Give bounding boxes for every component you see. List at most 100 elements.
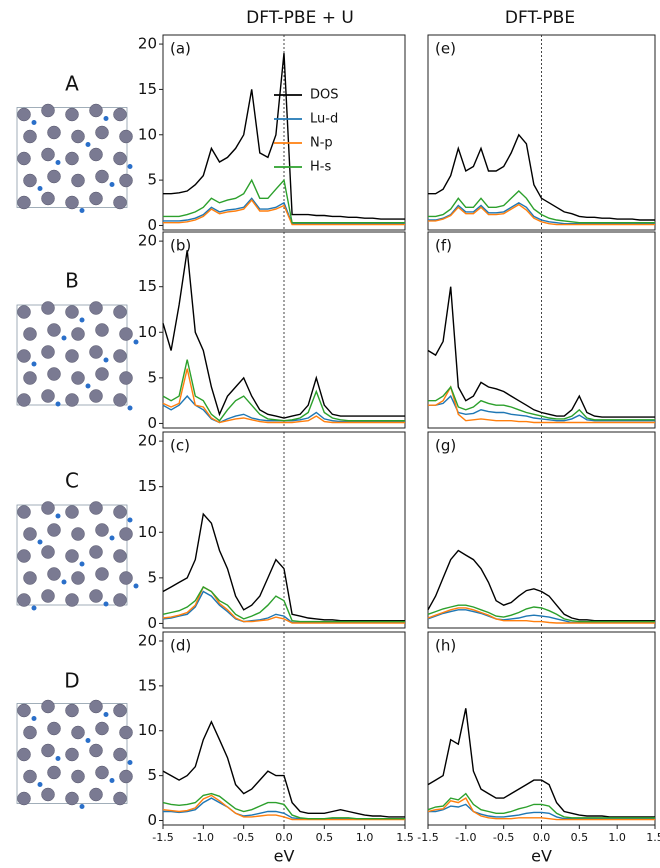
column-title: DFT-PBE + U xyxy=(246,8,354,28)
atom-n xyxy=(38,540,43,545)
atom-lu xyxy=(90,148,103,161)
atom-lu xyxy=(114,550,127,563)
x-tick-label: -1.0 xyxy=(193,831,214,844)
atom-n xyxy=(128,518,133,523)
atom-lu xyxy=(72,328,85,341)
atom-lu xyxy=(18,196,31,209)
structure-label: B xyxy=(65,269,79,293)
atom-lu xyxy=(120,328,133,341)
atom-n xyxy=(56,160,61,165)
atom-lu xyxy=(114,748,127,761)
atom-lu xyxy=(90,390,103,403)
atom-n xyxy=(80,804,85,809)
atom-lu xyxy=(66,506,79,519)
atom-n xyxy=(32,362,37,367)
atom-n xyxy=(110,778,115,783)
atom-lu xyxy=(120,528,133,541)
panel: 05101520(b) xyxy=(138,232,405,432)
atom-lu xyxy=(48,126,61,139)
page: {"column_titles": ["DFT-PBE + U", "DFT-P… xyxy=(0,0,660,868)
atom-lu xyxy=(42,502,55,515)
atom-lu xyxy=(48,368,61,381)
structure-label: D xyxy=(64,669,79,693)
atom-lu xyxy=(42,546,55,559)
atom-lu xyxy=(66,306,79,319)
atom-lu xyxy=(42,148,55,161)
atom-lu xyxy=(18,350,31,363)
atom-lu xyxy=(24,770,37,783)
panel: (g) xyxy=(428,432,655,628)
x-axis-label: eV xyxy=(274,847,295,866)
y-tick-label: 20 xyxy=(138,432,157,450)
y-tick-label: 5 xyxy=(147,368,157,386)
atom-lu xyxy=(42,744,55,757)
atom-lu xyxy=(90,104,103,117)
atom-lu xyxy=(114,350,127,363)
legend-label: DOS xyxy=(310,88,339,103)
x-axis-label: eV xyxy=(531,847,552,866)
atom-lu xyxy=(114,594,127,607)
y-tick-label: 15 xyxy=(138,477,157,495)
atom-lu xyxy=(66,594,79,607)
x-tick-label: -0.5 xyxy=(493,831,514,844)
atom-n xyxy=(80,562,85,567)
atom-lu xyxy=(90,700,103,713)
atom-lu xyxy=(96,568,109,581)
atom-lu xyxy=(24,528,37,541)
atom-lu xyxy=(90,590,103,603)
atom-lu xyxy=(114,108,127,121)
x-tick-label: -1.0 xyxy=(455,831,476,844)
atom-lu xyxy=(114,506,127,519)
atom-n xyxy=(104,602,109,607)
atom-lu xyxy=(42,104,55,117)
atom-lu xyxy=(114,704,127,717)
atom-lu xyxy=(72,372,85,385)
atom-lu xyxy=(120,726,133,739)
atom-lu xyxy=(48,324,61,337)
column-title: DFT-PBE xyxy=(505,8,575,28)
y-tick-label: 10 xyxy=(138,323,157,341)
crystal-image xyxy=(17,700,133,809)
atom-lu xyxy=(72,174,85,187)
crystal-image xyxy=(17,502,139,611)
x-tick-label: 1.0 xyxy=(356,831,374,844)
atom-lu xyxy=(66,792,79,805)
atom-lu xyxy=(72,770,85,783)
atom-lu xyxy=(90,744,103,757)
atom-n xyxy=(80,208,85,213)
atom-lu xyxy=(114,394,127,407)
atom-lu xyxy=(24,572,37,585)
atom-lu xyxy=(66,748,79,761)
atom-lu xyxy=(42,788,55,801)
atom-n xyxy=(104,712,109,717)
atom-lu xyxy=(24,328,37,341)
atom-lu xyxy=(72,726,85,739)
atom-n xyxy=(86,142,91,147)
atom-n xyxy=(86,384,91,389)
atom-lu xyxy=(66,704,79,717)
atom-lu xyxy=(24,130,37,143)
atom-lu xyxy=(42,390,55,403)
atom-n xyxy=(134,584,139,589)
panel-label: (a) xyxy=(170,40,191,58)
atom-lu xyxy=(66,394,79,407)
x-tick-label: 0.5 xyxy=(316,831,334,844)
atom-lu xyxy=(90,302,103,315)
y-tick-label: 5 xyxy=(147,568,157,586)
atom-n xyxy=(62,580,67,585)
atom-lu xyxy=(42,700,55,713)
atom-lu xyxy=(48,766,61,779)
crystal-image xyxy=(17,302,139,411)
atom-n xyxy=(62,336,67,341)
legend-label: Lu-d xyxy=(310,112,338,127)
y-tick-label: 15 xyxy=(138,676,157,694)
panel-label: (g) xyxy=(435,437,456,455)
atom-n xyxy=(110,536,115,541)
atom-lu xyxy=(114,792,127,805)
atom-lu xyxy=(18,594,31,607)
atom-lu xyxy=(18,108,31,121)
atom-n xyxy=(128,164,133,169)
x-tick-label: -0.5 xyxy=(233,831,254,844)
atom-n xyxy=(86,738,91,743)
